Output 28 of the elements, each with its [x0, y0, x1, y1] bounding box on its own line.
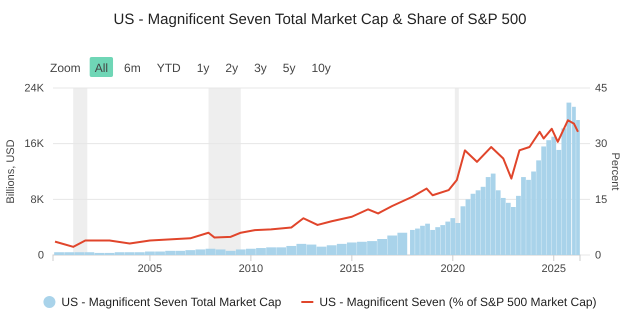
text: YTD [156, 61, 182, 75]
y-tick-label: 0 [38, 250, 44, 262]
y2-axis-title: Percent [609, 152, 621, 190]
x-tick-label: 2005 [138, 262, 162, 275]
y2-tick-label: 0 [595, 250, 602, 262]
x-tick-label: 2010 [238, 262, 264, 275]
text: 5y [282, 61, 296, 75]
text: All [94, 61, 108, 75]
x-tick-label: 2015 [340, 262, 364, 275]
x-tick-label: 2020 [440, 262, 466, 275]
chart-title: US - Magnificent Seven Total Market Cap & Share of S&P 500 [114, 11, 526, 28]
text: 3y [254, 61, 267, 75]
y-axis-title: Billions, USD [5, 139, 17, 204]
legend-label: US - Magnificent Seven Total Market Cap [61, 295, 282, 309]
text: 6m [124, 61, 141, 75]
y-tick-label: 16K [24, 138, 45, 150]
text: 1y [196, 61, 210, 75]
line-series [54, 119, 579, 248]
x-tick-label: 2025 [542, 262, 566, 275]
text: Zoom [50, 61, 81, 75]
y2-tick-label: 30 [595, 138, 608, 150]
y2-tick-label: 15 [595, 194, 608, 206]
text: 10y [311, 61, 331, 75]
y-tick-label: 8K [30, 194, 45, 206]
y2-tick-label: 45 [595, 82, 608, 95]
y-tick-label: 24K [24, 82, 45, 95]
text: 2y [225, 61, 238, 75]
legend-label: US - Magnificent Seven (% of S&P 500 Market Cap) [319, 295, 597, 309]
